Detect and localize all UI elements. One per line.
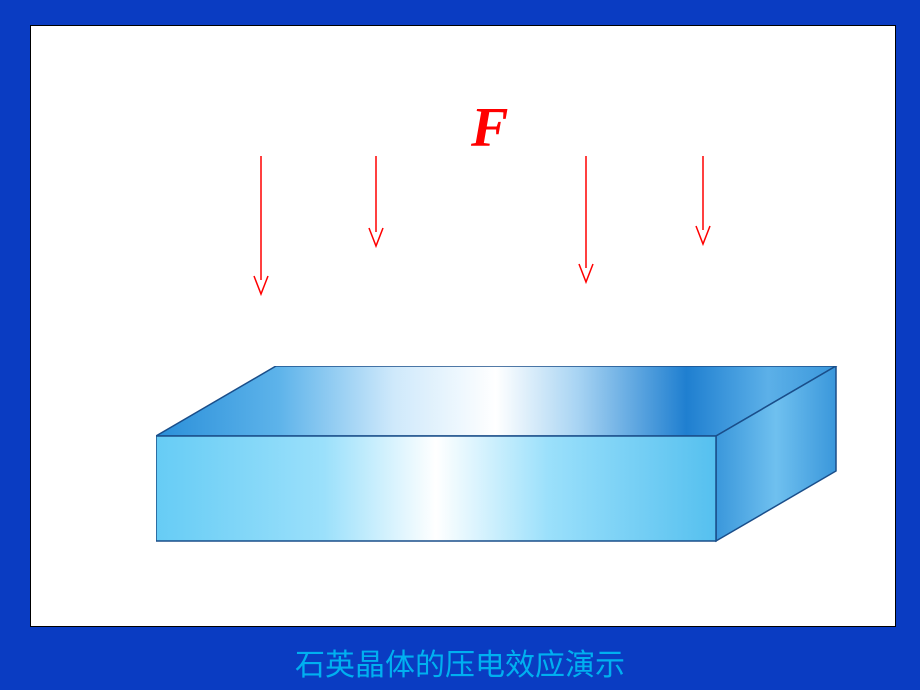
crystal-front-face bbox=[156, 436, 716, 541]
diagram-panel: F bbox=[30, 25, 896, 627]
force-arrow-4 bbox=[694, 156, 712, 246]
force-label: F bbox=[471, 96, 508, 160]
quartz-crystal bbox=[156, 366, 856, 566]
slide-caption: 石英晶体的压电效应演示 bbox=[0, 640, 920, 684]
force-arrow-1 bbox=[252, 156, 270, 296]
slide-outer: F 石英晶体的压电效应演示 bbox=[0, 0, 920, 690]
force-arrow-2 bbox=[367, 156, 385, 248]
force-arrow-3 bbox=[577, 156, 595, 284]
